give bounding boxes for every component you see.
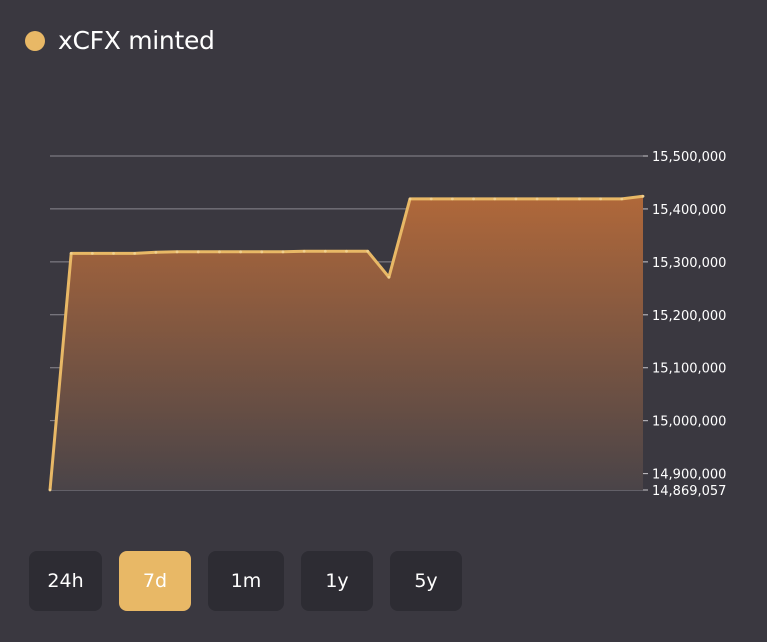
range-button-1y[interactable]: 1y [301,551,373,611]
data-point [154,250,158,254]
y-tick-label: 14,900,000 [652,468,726,483]
y-tick-label: 14,869,057 [652,484,726,499]
legend-dot [25,30,45,51]
legend-label: xCFX minted [58,26,215,55]
data-point [429,197,433,201]
data-point [218,250,221,254]
data-point [281,250,285,254]
data-point [260,250,264,254]
y-tick-label: 15,100,000 [652,362,726,377]
data-point [48,488,52,492]
y-tick-label: 15,000,000 [652,415,726,430]
data-point [366,249,370,253]
data-point [578,197,581,201]
range-button-5y[interactable]: 5y [390,551,462,611]
data-point [493,197,497,201]
data-point [112,252,115,255]
data-point [408,197,412,201]
data-point [450,197,454,201]
data-point [175,250,179,254]
data-point [641,194,645,198]
range-button-7d[interactable]: 7d [119,551,191,611]
time-range-selector: 24h 7d 1m 1y 5y [29,551,479,611]
data-point [387,275,391,279]
data-point [535,197,539,201]
data-point [239,250,243,254]
data-point [599,197,603,201]
y-tick-label: 15,200,000 [652,309,726,324]
data-point [302,249,306,253]
range-button-24h[interactable]: 24h [29,551,102,611]
data-point [323,249,327,253]
series-area [50,196,643,490]
data-point [556,197,560,201]
data-point [620,197,624,201]
y-tick-label: 15,500,000 [652,150,726,165]
data-point [90,252,94,255]
area-layer [48,194,645,492]
range-button-1m[interactable]: 1m [208,551,284,611]
data-point [345,249,348,253]
y-tick-label: 15,300,000 [652,256,726,271]
data-point [514,197,518,201]
data-point [196,250,200,254]
y-tick-label: 15,400,000 [652,203,726,218]
data-point [133,252,137,255]
data-point [472,197,475,201]
chart-legend: xCFX minted [25,26,215,55]
data-point [69,252,73,255]
